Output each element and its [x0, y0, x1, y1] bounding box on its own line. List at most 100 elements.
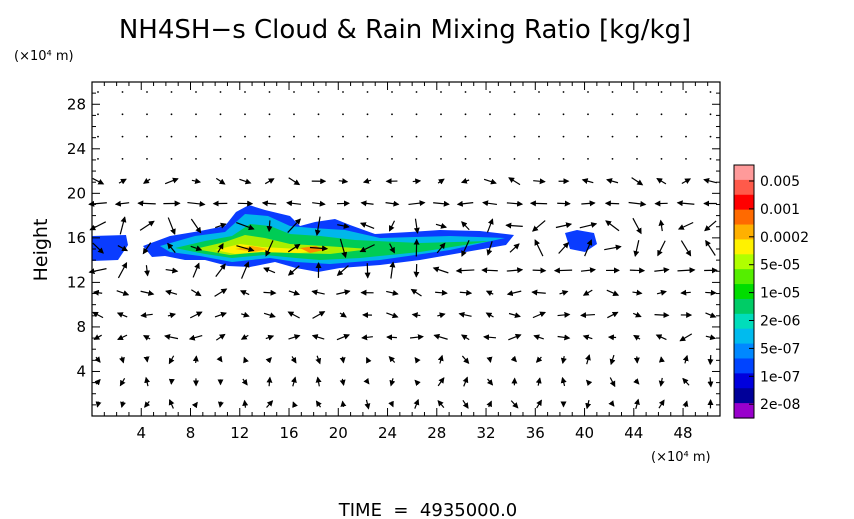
wind-vector [95, 401, 102, 408]
colorbar-swatch [734, 388, 754, 404]
wind-vector-dot [219, 91, 222, 93]
wind-vector [215, 177, 226, 185]
colorbar-label: 2e-06 [760, 314, 800, 330]
x-tick-label: 20 [329, 424, 348, 442]
wind-vector [242, 399, 249, 408]
wind-vector [190, 245, 203, 252]
wind-vector [605, 220, 620, 232]
wind-vector [656, 289, 667, 296]
wind-vector [631, 177, 644, 186]
colorbar-swatch [734, 194, 754, 211]
wind-vector [140, 312, 153, 319]
wind-vector [677, 267, 696, 274]
wind-vector [339, 378, 346, 386]
colorbar-swatch [734, 373, 754, 389]
colorbar-swatch [734, 254, 754, 270]
wind-vector [632, 289, 643, 296]
wind-vector [119, 216, 127, 235]
wind-vector-dot [195, 113, 197, 116]
wind-vector [386, 334, 397, 341]
wind-vector [557, 334, 571, 341]
wind-vector-dot [513, 135, 516, 138]
wind-vector [634, 398, 640, 410]
wind-vector [288, 177, 301, 186]
wind-vector [264, 178, 275, 185]
colorbar-swatch [734, 298, 754, 315]
wind-vector [119, 377, 126, 387]
wind-vector-dot [685, 158, 687, 160]
wind-vector-dot [513, 113, 516, 116]
wind-vector-dot [391, 135, 393, 138]
wind-vector [486, 241, 493, 256]
wind-vector [266, 400, 274, 408]
wind-vector-dot [685, 135, 687, 138]
wind-vector [265, 356, 272, 364]
wind-vector [677, 221, 694, 230]
wind-vector-dot [391, 113, 393, 116]
wind-vector [214, 288, 228, 297]
wind-vector [459, 289, 473, 296]
wind-vector-dot [366, 158, 369, 160]
wind-vector-dot [489, 91, 491, 93]
wind-vector [215, 263, 226, 277]
wind-vector-dot [391, 158, 393, 160]
wind-vector-dot [709, 135, 712, 138]
chart-title: NH4SH−s Cloud & Rain Mixing Ratio [kg/kg… [119, 15, 691, 45]
cloud-band-1 [92, 235, 128, 261]
wind-vector-dot [317, 135, 320, 138]
wind-vector [366, 356, 372, 364]
wind-vector-dot [293, 113, 295, 116]
wind-vector [585, 354, 591, 365]
wind-vector [336, 289, 351, 296]
wind-vector [164, 177, 179, 185]
wind-vector [585, 399, 592, 410]
wind-vector [557, 311, 571, 318]
wind-vector [509, 243, 520, 253]
wind-vector [604, 244, 622, 251]
wind-vector-dot [611, 113, 614, 116]
wind-vector-dot [366, 113, 369, 116]
wind-vector [486, 400, 492, 408]
time-label: TIME = 4935000.0 [338, 500, 518, 519]
wind-vector-dot [709, 113, 712, 116]
wind-vector [682, 354, 689, 364]
wind-vector [510, 400, 519, 409]
wind-vector [137, 200, 156, 207]
wind-vector-dot [464, 158, 467, 160]
wind-vector [364, 399, 371, 410]
wind-vector [340, 400, 347, 407]
wind-vector [120, 401, 126, 408]
wind-vector [361, 334, 373, 341]
wind-vector [287, 243, 301, 253]
wind-vector-dot [513, 91, 516, 93]
x-tick-label: 12 [230, 424, 249, 442]
wind-vector-dot [415, 91, 418, 93]
wind-vector [359, 244, 375, 253]
wind-vector [604, 200, 620, 207]
wind-vector [436, 242, 446, 254]
wind-vector [506, 267, 524, 274]
colorbar-swatch [734, 343, 754, 360]
wind-vector-dot [195, 91, 197, 93]
wind-vector-dot [562, 113, 565, 116]
wind-vector [510, 355, 517, 363]
wind-vector [214, 311, 227, 318]
wind-vector-dot [660, 135, 663, 138]
wind-vector [582, 289, 593, 296]
wind-vector-dot [464, 91, 467, 93]
colorbar-swatch [734, 179, 754, 196]
wind-vector [536, 399, 542, 409]
wind-vector-dot [342, 135, 344, 138]
wind-vector-dot [219, 135, 222, 138]
wind-vector [609, 377, 616, 388]
wind-vector-dot [293, 158, 295, 160]
colorbar-swatch [734, 403, 754, 419]
wind-vector [217, 401, 224, 408]
wind-vector [658, 399, 665, 409]
wind-vector-dot [660, 158, 663, 160]
wind-vector [413, 218, 420, 234]
wind-vector [437, 312, 446, 319]
wind-vector [483, 334, 497, 341]
wind-vector [461, 239, 470, 257]
wind-vector [682, 400, 689, 408]
